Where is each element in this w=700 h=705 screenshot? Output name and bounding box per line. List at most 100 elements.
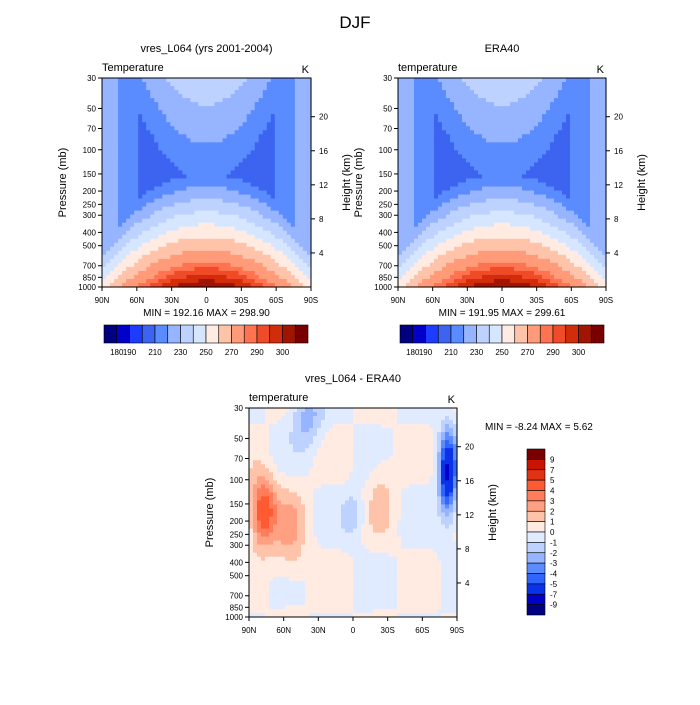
contour-cell <box>482 223 487 228</box>
contour-cell <box>235 259 240 264</box>
contour-cell <box>251 211 256 216</box>
contour-cell <box>554 187 559 192</box>
contour-cell <box>267 279 272 284</box>
contour-cell <box>291 178 296 183</box>
contour-cell <box>422 86 427 91</box>
contour-cell <box>474 170 479 175</box>
contour-cell <box>130 150 135 155</box>
contour-cell <box>506 183 511 188</box>
contour-cell <box>410 243 415 248</box>
contour-cell <box>486 122 491 127</box>
contour-cell <box>442 98 447 103</box>
contour-cell <box>263 106 268 111</box>
contour-cell <box>259 98 264 103</box>
contour-cell <box>150 195 155 200</box>
contour-cell <box>186 110 191 115</box>
contour-cell <box>554 279 559 284</box>
contour-cell <box>211 223 216 228</box>
page-title: DJF <box>339 13 370 32</box>
contour-cell <box>450 158 455 163</box>
contour-cell <box>150 158 155 163</box>
contour-cell <box>275 138 280 143</box>
contour-cell <box>223 134 228 139</box>
contour-cell <box>154 146 159 151</box>
contour-cell <box>542 191 547 196</box>
contour-cell <box>458 134 463 139</box>
contour-cell <box>410 82 415 87</box>
contour-cell <box>130 195 135 200</box>
contour-cell <box>186 106 191 111</box>
contour-cell <box>235 86 240 91</box>
contour-cell <box>227 255 232 260</box>
contour-cell <box>446 195 451 200</box>
contour-cell <box>114 162 119 167</box>
contour-cell <box>158 94 163 99</box>
contour-cell <box>434 102 439 107</box>
contour-cell <box>110 106 115 111</box>
contour-cell <box>426 251 431 256</box>
contour-cell <box>134 227 139 232</box>
contour-cell <box>502 247 507 252</box>
contour-cell <box>506 142 511 147</box>
contour-cell <box>102 146 107 151</box>
contour-cell <box>430 142 435 147</box>
contour-cell <box>134 243 139 248</box>
contour-cell <box>154 219 159 224</box>
contour-cell <box>303 259 308 264</box>
contour-cell <box>239 134 244 139</box>
contour-cell <box>231 267 236 272</box>
contour-cell <box>498 263 503 268</box>
contour-cell <box>239 203 244 208</box>
contour-cell <box>434 118 439 123</box>
contour-cell <box>170 122 175 127</box>
contour-cell <box>126 235 131 240</box>
contour-cell <box>251 275 256 280</box>
contour-cell <box>458 203 463 208</box>
contour-cell <box>235 231 240 236</box>
contour-cell <box>422 263 427 268</box>
contour-cell <box>130 247 135 252</box>
contour-cell <box>202 150 207 155</box>
contour-cell <box>219 130 224 135</box>
contour-cell <box>142 215 147 220</box>
contour-cell <box>546 110 551 115</box>
contour-cell <box>542 118 547 123</box>
contour-cell <box>558 154 563 159</box>
contour-cell <box>542 138 547 143</box>
contour-cell <box>498 170 503 175</box>
contour-cell <box>130 130 135 135</box>
contour-cell <box>106 138 111 143</box>
contour-cell <box>166 187 171 192</box>
contour-cell <box>546 203 551 208</box>
contour-cell <box>259 90 264 95</box>
contour-cell <box>247 154 252 159</box>
contour-cell <box>118 227 123 232</box>
contour-cell <box>542 122 547 127</box>
contour-cell <box>162 183 167 188</box>
contour-cell <box>150 227 155 232</box>
contour-cell <box>422 279 427 284</box>
contour-cell <box>138 239 143 244</box>
contour-cell <box>470 78 475 83</box>
contour-cell <box>198 142 203 147</box>
contour-cell <box>426 122 431 127</box>
contour-cell <box>514 251 519 256</box>
contour-cell <box>490 118 495 123</box>
contour-cell <box>542 199 547 204</box>
contour-cell <box>538 235 543 240</box>
contour-cell <box>538 271 543 276</box>
contour-cell <box>271 162 276 167</box>
contour-cell <box>271 275 276 280</box>
contour-cell <box>454 130 459 135</box>
contour-cell <box>554 239 559 244</box>
contour-cell <box>223 215 228 220</box>
contour-cell <box>398 231 403 236</box>
contour-cell <box>466 158 471 163</box>
contour-cell <box>219 187 224 192</box>
contour-cell <box>142 191 147 196</box>
contour-cell <box>530 259 535 264</box>
contour-cell <box>526 106 531 111</box>
contour-cell <box>470 102 475 107</box>
contour-cell <box>130 271 135 276</box>
contour-cell <box>130 118 135 123</box>
